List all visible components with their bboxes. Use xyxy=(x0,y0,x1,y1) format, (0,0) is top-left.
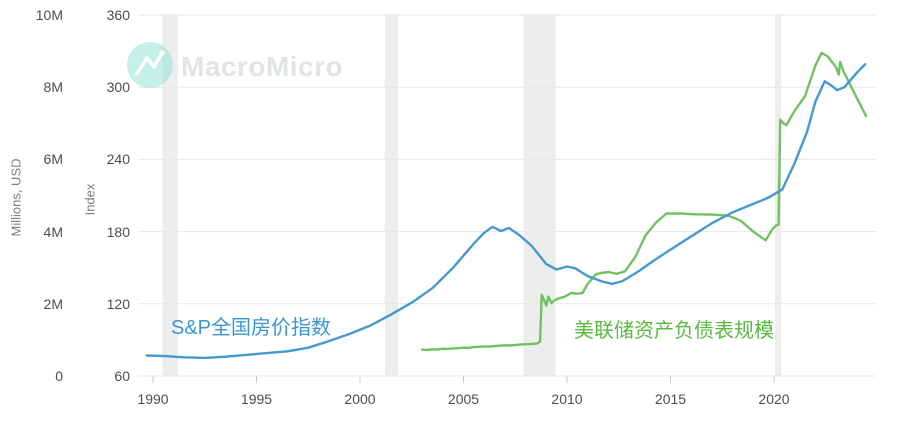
x-tick-label-year: 1995 xyxy=(240,391,273,407)
y-tick-label-usd: 8M xyxy=(43,79,63,96)
series-sp-home-price-line[interactable] xyxy=(145,63,867,360)
watermark: MacroMicro xyxy=(127,42,343,88)
y-tick-label-index: 180 xyxy=(106,223,130,240)
x-tick-label-year: 2005 xyxy=(447,391,480,407)
y-tick-label-index: 240 xyxy=(106,151,130,168)
x-tick-label-year: 2015 xyxy=(654,391,687,407)
watermark-brand-text: MacroMicro xyxy=(181,51,343,82)
x-axis-tick-marks xyxy=(152,376,775,383)
y-tick-label-index: 300 xyxy=(106,79,130,96)
recession-band xyxy=(162,15,178,376)
y-axis-title-index: Index xyxy=(82,183,98,216)
recession-band xyxy=(384,15,399,376)
macromicro-logo-zigzag-icon xyxy=(135,51,164,76)
y-tick-label-index: 360 xyxy=(106,7,130,23)
macromicro-logo-dot-icon xyxy=(159,50,165,56)
gridlines xyxy=(138,14,876,377)
x-tick-label-year: 2010 xyxy=(551,391,583,407)
y-tick-label-usd: 2M xyxy=(43,295,63,312)
series-line[interactable] xyxy=(420,51,868,352)
y-tick-label-index: 120 xyxy=(106,295,130,312)
x-tick-label-year: 2000 xyxy=(344,391,376,407)
x-tick-label-year: 1990 xyxy=(137,391,169,407)
y-tick-label-usd: 10M xyxy=(35,7,63,23)
y-tick-label-usd: 4M xyxy=(43,223,63,240)
y-tick-label-usd: 0 xyxy=(55,368,63,384)
series-fed-balance-sheet-line[interactable] xyxy=(420,51,868,352)
recession-band xyxy=(523,15,556,376)
x-tick-label-year: 2020 xyxy=(758,391,790,407)
macromicro-logo-icon xyxy=(127,42,173,88)
y-tick-label-usd: 6M xyxy=(43,151,63,168)
series-line[interactable] xyxy=(145,63,867,360)
series-label-fed-balance-sheet: 美联储资产负债表规模 xyxy=(574,320,774,342)
series-label-sp-home-price-index: S&P全国房价指数 xyxy=(171,317,332,339)
y-tick-label-index: 60 xyxy=(114,368,130,384)
